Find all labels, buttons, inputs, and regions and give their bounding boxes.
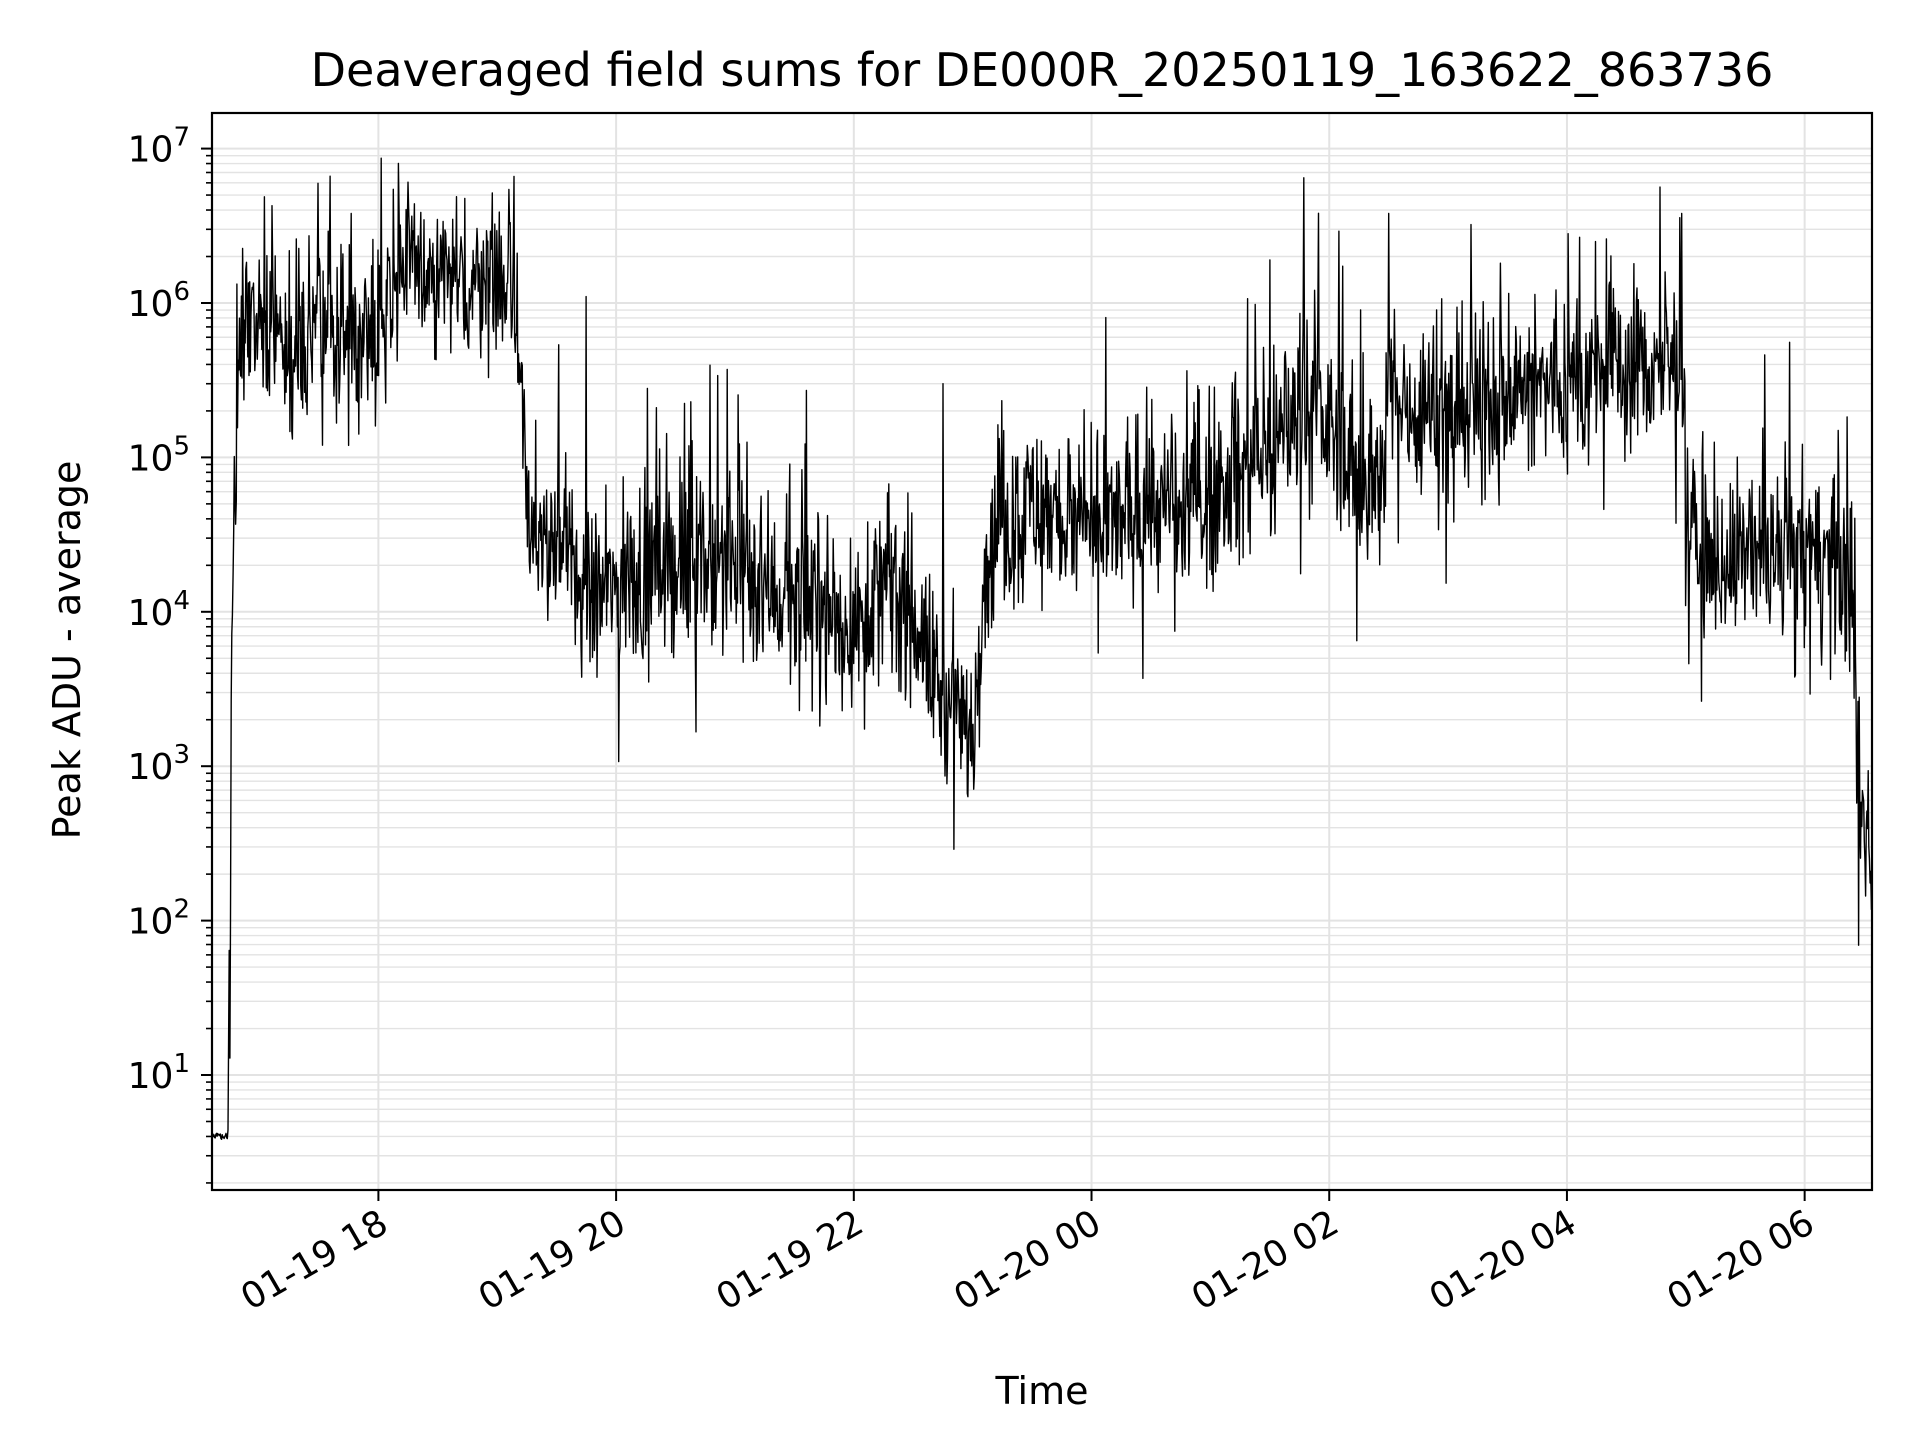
y-axis: 101 102 103 104 105 106 107 bbox=[128, 123, 212, 1184]
y-tick-label: 102 bbox=[128, 895, 190, 943]
chart-title: Deaveraged field sums for DE000R_2025011… bbox=[311, 43, 1774, 97]
y-tick-label: 103 bbox=[128, 740, 190, 788]
plot-frame bbox=[210, 111, 1874, 1192]
y-tick-label: 106 bbox=[128, 277, 190, 325]
y-tick-label: 105 bbox=[128, 431, 190, 479]
series-group bbox=[211, 157, 1873, 1140]
y-tick-label: 101 bbox=[128, 1049, 190, 1097]
x-axis-label: Time bbox=[995, 1369, 1089, 1413]
series-line bbox=[211, 157, 1873, 1140]
y-axis-label: Peak ADU - average bbox=[45, 461, 89, 840]
y-tick-label: 107 bbox=[128, 123, 190, 171]
y-tick-label: 104 bbox=[128, 586, 190, 634]
